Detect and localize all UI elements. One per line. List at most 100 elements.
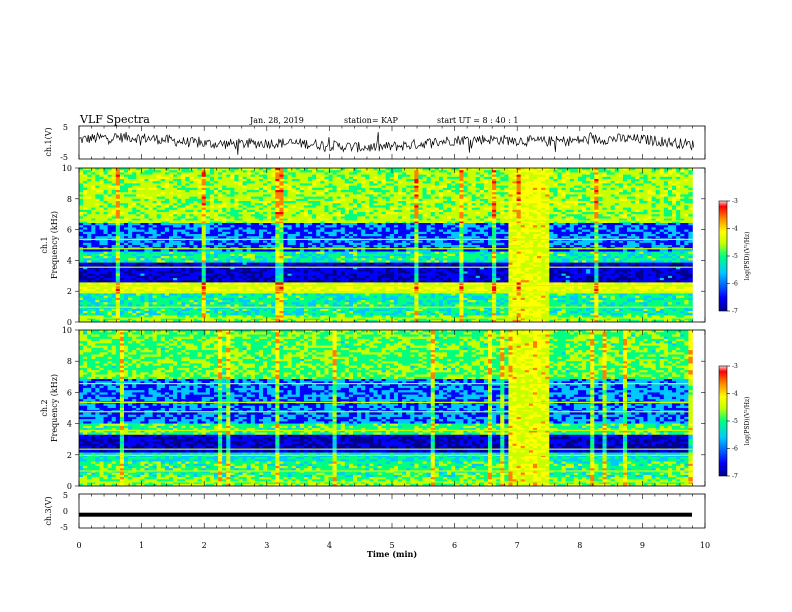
spectrogram-cell: [271, 229, 276, 233]
spectrogram-cell: [140, 291, 145, 294]
spectrogram-cell: [316, 313, 321, 316]
spectrogram-cell: [164, 269, 170, 272]
spectrogram-cell: [279, 183, 284, 186]
spectrogram-cell: [295, 168, 301, 171]
spectrogram-cell: [189, 227, 194, 230]
spectrogram-cell: [107, 275, 113, 279]
spectrogram-cell: [193, 185, 198, 189]
spectrogram-cell: [222, 176, 227, 180]
spectrogram-cell: [230, 269, 235, 272]
spectrogram-cell: [79, 176, 84, 180]
spectrogram-cell: [254, 236, 260, 239]
spectrogram-cell: [132, 168, 137, 171]
spectrogram-cell: [173, 201, 178, 204]
spectrogram-cell: [189, 203, 194, 206]
spectrogram-cell: [332, 181, 337, 184]
spectrogram-cell: [91, 293, 96, 296]
spectrogram-cell: [324, 236, 329, 239]
spectrogram-cell: [267, 234, 272, 237]
spectrogram-cell: [168, 203, 174, 206]
spectrogram-cell: [303, 240, 309, 244]
spectrogram-cell: [324, 317, 329, 321]
spectrogram-cell: [193, 311, 198, 314]
spectrogram-cell: [168, 253, 174, 257]
spectrogram-cell: [230, 240, 235, 244]
spectrogram-cell: [271, 209, 276, 213]
spectrogram-cell: [303, 203, 309, 206]
spectrogram-cell: [234, 172, 239, 175]
spectrogram-cell: [336, 304, 342, 307]
spectrogram-cell: [83, 218, 88, 222]
spectrogram-cell: [144, 271, 149, 274]
spectrogram-cell: [348, 297, 354, 301]
spectrogram-cell: [181, 300, 186, 303]
spectrogram-cell: [132, 245, 137, 248]
spectrogram-cell: [263, 269, 268, 272]
spectrogram-cell: [205, 245, 211, 248]
spectrogram-cell: [308, 212, 313, 215]
spectrogram-cell: [164, 176, 170, 180]
spectrogram-cell: [226, 198, 231, 202]
spectrogram-cell: [119, 317, 125, 321]
spectrogram-cell: [250, 218, 256, 222]
spectrogram-cell: [87, 214, 92, 217]
spectrogram-cell: [128, 183, 133, 186]
spectrogram-cell: [279, 280, 284, 283]
spectrogram-cell: [340, 273, 346, 277]
spectrogram-cell: [152, 267, 158, 270]
spectrogram-cell: [357, 275, 362, 279]
spectrogram-cell: [123, 267, 129, 270]
spectrogram-cell: [295, 317, 301, 321]
spectrogram-cell: [87, 236, 92, 239]
spectrogram-cell: [218, 297, 223, 301]
spectrogram-cell: [246, 311, 252, 314]
spectrogram-cell: [91, 190, 96, 193]
spectrogram-cell: [218, 286, 223, 290]
spectrogram-cell: [246, 209, 252, 213]
spectrogram-cell: [197, 223, 202, 226]
spectrogram-cell: [348, 205, 354, 208]
spectrogram-cell: [271, 201, 276, 204]
spectrogram-cell: [99, 229, 104, 233]
spectrogram-cell: [123, 185, 129, 189]
spectrogram-cell: [218, 306, 223, 310]
spectrogram-cell: [238, 205, 243, 208]
spectrogram-cell: [238, 203, 243, 206]
spectrogram-cell: [111, 295, 117, 299]
spectrogram-cell: [361, 253, 366, 257]
spectrogram-cell: [361, 242, 366, 246]
spectrogram-cell: [357, 260, 362, 263]
spectrogram-cell: [87, 273, 92, 277]
spectrogram-cell: [258, 315, 264, 318]
spectrogram-cell: [136, 218, 141, 222]
spectrogram-cell: [189, 231, 194, 235]
spectrogram-cell: [320, 223, 325, 226]
spectrogram-cell: [234, 304, 239, 307]
spectrogram-cell: [189, 315, 194, 318]
spectrogram-cell: [197, 245, 202, 248]
spectrogram-cell: [348, 192, 354, 195]
spectrogram-cell: [193, 262, 198, 266]
spectrogram-cell: [107, 271, 113, 274]
spectrogram-cell: [156, 216, 162, 219]
spectrogram-cell: [246, 227, 252, 230]
spectrogram-cell: [111, 262, 117, 266]
spectrogram-cell: [152, 242, 158, 246]
spectrogram-cell: [279, 181, 284, 184]
spectrogram-cell: [185, 311, 190, 314]
spectrogram-cell: [156, 297, 162, 301]
spectrogram-cell: [222, 295, 227, 299]
spectrogram-cell: [79, 187, 84, 191]
spectrogram-cell: [103, 225, 108, 228]
spectrogram-cell: [197, 181, 202, 184]
spectrogram-cell: [83, 174, 88, 178]
spectrogram-cell: [348, 253, 354, 257]
spectrogram-cell: [271, 295, 276, 299]
spectrogram-cell: [246, 245, 252, 248]
spectrogram-cell: [136, 170, 141, 173]
spectrogram-cell: [267, 236, 272, 239]
spectrogram-cell: [263, 198, 268, 202]
spectrogram-cell: [287, 313, 292, 316]
spectrogram-cell: [189, 273, 194, 277]
spectrogram-cell: [275, 278, 280, 281]
